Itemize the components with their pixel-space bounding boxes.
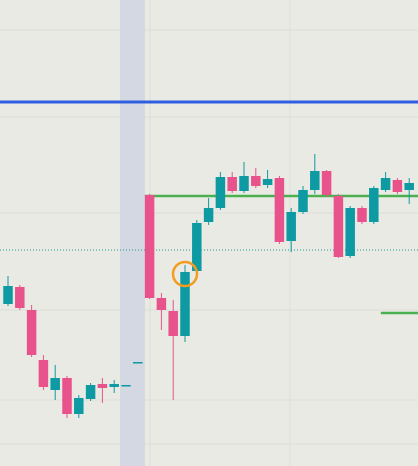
candle-body — [392, 180, 403, 192]
candle-body — [156, 298, 167, 310]
signal-marker — [171, 260, 199, 288]
candle-body — [144, 195, 155, 298]
candle-body — [262, 179, 273, 185]
candle-body — [321, 171, 332, 195]
candle-body — [345, 208, 355, 256]
candle-body — [380, 178, 391, 190]
candle-body — [3, 286, 13, 304]
candle-body — [133, 362, 143, 364]
candle-body — [180, 272, 190, 336]
candle-body — [121, 385, 131, 387]
candle-body — [62, 378, 72, 414]
candle-body — [227, 177, 237, 191]
candle-body — [310, 171, 320, 190]
candle-body — [26, 310, 37, 355]
candle-body — [38, 360, 49, 387]
candle-body — [274, 178, 285, 242]
candle-body — [369, 188, 379, 222]
candle-body — [298, 190, 308, 212]
candle-body — [15, 287, 25, 308]
candle-body — [97, 384, 108, 388]
candle-body — [286, 212, 296, 241]
candle-body — [251, 176, 261, 186]
candle-body — [203, 208, 214, 222]
candle-body — [239, 176, 249, 191]
candle-body — [74, 398, 84, 414]
candle-body — [333, 196, 344, 257]
candle-body — [357, 208, 367, 222]
candle-body — [404, 183, 414, 190]
candle-body — [192, 223, 202, 271]
session-highlight — [120, 0, 145, 466]
candle-body — [109, 384, 119, 387]
candle-body — [50, 378, 60, 390]
candle-body — [168, 311, 178, 336]
candle-body — [215, 177, 226, 208]
candle-body — [85, 385, 96, 399]
